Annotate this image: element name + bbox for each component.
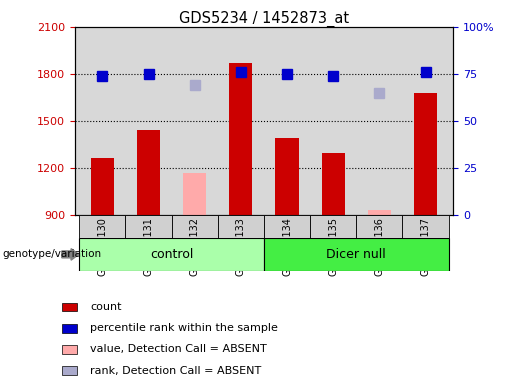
Bar: [264, 215, 310, 238]
Bar: [276, 138, 299, 215]
Text: control: control: [150, 248, 193, 261]
Text: percentile rank within the sample: percentile rank within the sample: [90, 323, 278, 333]
Text: GSM608132: GSM608132: [190, 217, 200, 276]
Bar: [91, 158, 114, 215]
Text: GSM608133: GSM608133: [236, 217, 246, 276]
Text: GSM608136: GSM608136: [374, 217, 384, 276]
Text: GSM608135: GSM608135: [328, 217, 338, 276]
Text: value, Detection Call = ABSENT: value, Detection Call = ABSENT: [90, 344, 267, 354]
Bar: [218, 215, 264, 238]
Bar: [171, 215, 218, 238]
Bar: [126, 215, 171, 238]
Text: GSM608137: GSM608137: [421, 217, 431, 276]
Bar: [322, 153, 345, 215]
Text: genotype/variation: genotype/variation: [3, 249, 101, 260]
Bar: [356, 215, 402, 238]
Bar: [79, 238, 264, 271]
Text: Dicer null: Dicer null: [327, 248, 386, 261]
Text: GSM608134: GSM608134: [282, 217, 292, 276]
Bar: [137, 131, 160, 215]
Bar: [310, 215, 356, 238]
Text: GSM608130: GSM608130: [97, 217, 107, 276]
Text: GSM608131: GSM608131: [144, 217, 153, 276]
Bar: [183, 174, 206, 215]
Text: rank, Detection Call = ABSENT: rank, Detection Call = ABSENT: [90, 366, 262, 376]
Bar: [368, 210, 391, 215]
Bar: [229, 63, 252, 215]
Text: count: count: [90, 302, 122, 312]
Bar: [414, 93, 437, 215]
Title: GDS5234 / 1452873_at: GDS5234 / 1452873_at: [179, 11, 349, 27]
Bar: [79, 215, 126, 238]
Bar: [264, 238, 449, 271]
Bar: [402, 215, 449, 238]
